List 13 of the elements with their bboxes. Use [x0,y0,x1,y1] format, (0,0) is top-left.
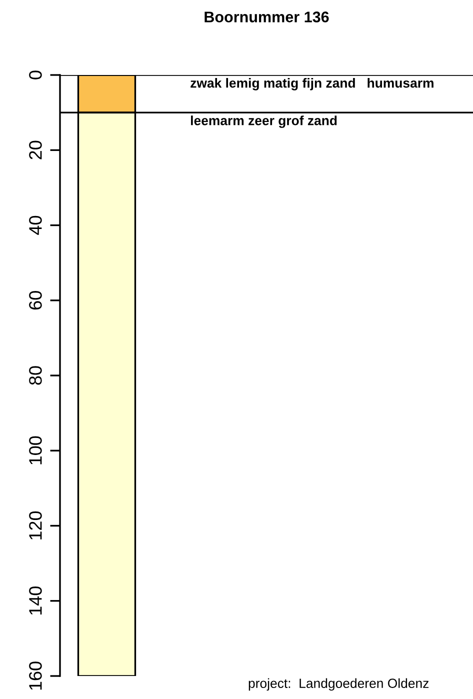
y-tick-label: 40 [29,216,42,235]
y-tick-label: 120 [29,511,42,540]
y-tick-label: 160 [29,662,42,690]
y-tick-label: 0 [29,70,42,80]
y-tick-label: 20 [29,140,42,160]
y-tick-label: 80 [29,366,42,385]
chart-title: Boornummer 136 [204,12,329,22]
y-tick-label: 140 [29,586,42,615]
y-tick-label: 100 [29,436,42,464]
ref-line-label: zwak lemig matig fijn zand humusarm [190,78,434,90]
text: project: Landgoederen Oldenz [248,678,429,691]
y-tick-label: 60 [29,291,42,310]
ref-line-label: leemarm zeer grof zand [191,116,337,128]
